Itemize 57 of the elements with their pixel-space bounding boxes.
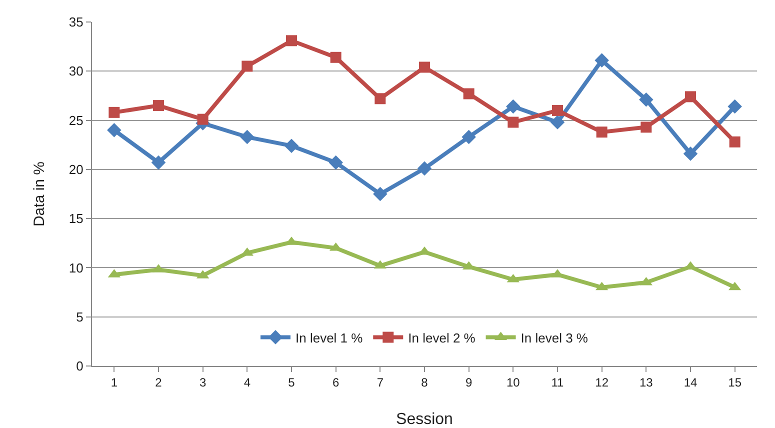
y-tick-label: 5 <box>76 309 84 324</box>
y-tick-label: 30 <box>68 64 84 79</box>
x-tick-label: 8 <box>421 375 428 390</box>
y-tick-label: 20 <box>68 162 84 177</box>
point <box>552 104 563 116</box>
point <box>506 99 520 114</box>
x-axis-title: Session <box>396 411 453 428</box>
x-tick-label: 5 <box>288 375 296 390</box>
x-tick-label: 12 <box>595 375 609 390</box>
point <box>373 186 388 202</box>
point <box>419 62 430 73</box>
y-tick-label: 10 <box>68 260 84 276</box>
legend-label: In level 2 % <box>408 330 476 346</box>
point <box>729 136 740 148</box>
point <box>594 53 609 68</box>
legend-label: In level 3 % <box>520 330 588 346</box>
x-tick-label: 9 <box>465 375 472 390</box>
legend-label: In level 1 % <box>296 330 364 346</box>
point <box>550 115 565 130</box>
x-tick-label: 10 <box>506 375 520 390</box>
point <box>328 155 343 170</box>
y-tick-label: 35 <box>68 14 84 30</box>
x-tick-label: 14 <box>684 375 698 390</box>
x-tick-label: 3 <box>199 375 206 390</box>
y-axis-title: Data in % <box>31 161 48 227</box>
point <box>374 93 386 104</box>
point <box>639 92 654 107</box>
x-tick-label: 2 <box>155 375 162 390</box>
x-tick-label: 13 <box>639 375 654 390</box>
point <box>330 52 342 63</box>
point <box>417 161 432 176</box>
point <box>240 130 254 144</box>
x-tick-label: 15 <box>728 375 742 390</box>
y-tick-label: 15 <box>68 211 84 226</box>
x-tick-label: 7 <box>376 375 384 390</box>
point <box>197 114 208 125</box>
point <box>108 106 120 118</box>
point <box>685 91 696 102</box>
point <box>151 155 166 170</box>
point <box>508 116 519 128</box>
point <box>284 138 299 153</box>
point <box>462 130 476 144</box>
y-tick-label: 25 <box>68 112 84 128</box>
point <box>242 60 253 72</box>
y-tick-label: 0 <box>76 358 84 374</box>
point <box>596 126 608 138</box>
point <box>683 146 698 161</box>
x-tick-label: 6 <box>332 375 340 390</box>
point <box>153 100 164 112</box>
x-tick-label: 4 <box>244 375 251 390</box>
point <box>107 122 122 138</box>
x-tick-label: 11 <box>551 375 564 390</box>
point <box>640 122 652 133</box>
point <box>463 88 474 100</box>
point <box>286 35 297 46</box>
x-tick-label: 1 <box>110 375 118 390</box>
point <box>728 99 742 114</box>
